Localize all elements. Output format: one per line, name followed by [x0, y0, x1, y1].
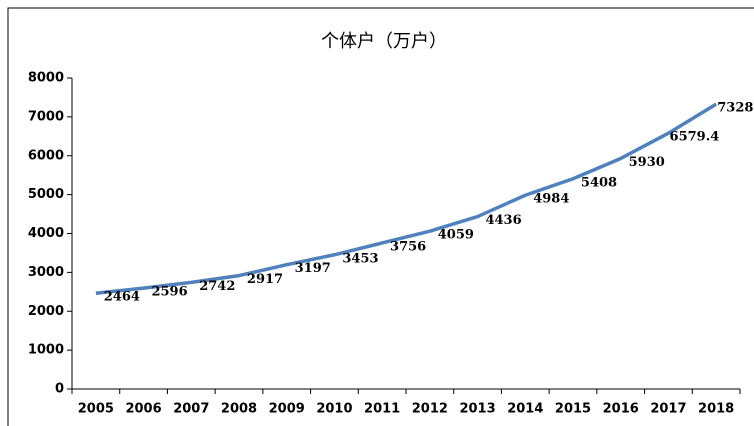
data-label: 2464: [104, 290, 140, 305]
x-tick-label: 2017: [650, 402, 686, 417]
x-tick-label: 2012: [412, 402, 448, 417]
y-tick-label: 6000: [28, 148, 64, 163]
data-line: [95, 102, 718, 295]
x-tick-label: 2014: [507, 402, 543, 417]
y-tick-label: 8000: [28, 71, 64, 86]
chart-title: 个体户（万户）: [321, 31, 447, 52]
data-label: 3756: [390, 239, 426, 254]
x-tick-label: 2005: [78, 402, 114, 417]
x-tick-label: 2007: [173, 402, 209, 417]
y-tick-label: 3000: [28, 265, 64, 280]
data-label: 2742: [199, 279, 235, 294]
x-tick-label: 2006: [125, 402, 161, 417]
x-tick-label: 2013: [459, 402, 495, 417]
chart-frame: [7, 7, 754, 426]
x-tick-label: 2011: [364, 402, 400, 417]
x-tick-label: 2008: [221, 402, 257, 417]
data-label: 7328.0: [717, 101, 754, 116]
data-label: 5408: [581, 175, 617, 190]
y-tick-label: 4000: [28, 226, 64, 241]
data-label: 2596: [151, 285, 187, 300]
x-tick-label: 2009: [269, 402, 305, 417]
x-tick-label: 2018: [698, 402, 734, 417]
data-label: 3453: [342, 251, 378, 266]
y-tick-label: 1000: [28, 343, 64, 358]
data-label: 2917: [247, 272, 283, 287]
y-tick-label: 2000: [28, 304, 64, 319]
data-label: 4436: [485, 213, 521, 228]
data-label: 5930: [629, 155, 665, 170]
y-tick-label: 7000: [28, 109, 64, 124]
data-label: 4984: [533, 192, 569, 207]
y-tick-label: 0: [55, 382, 64, 397]
x-tick-label: 2016: [603, 402, 639, 417]
data-label: 3197: [295, 261, 331, 276]
x-tick-label: 2010: [316, 402, 352, 417]
y-tick-label: 5000: [28, 187, 64, 202]
data-label: 4059: [438, 228, 474, 243]
data-label: 6579.4: [670, 130, 720, 145]
x-tick-label: 2015: [555, 402, 591, 417]
